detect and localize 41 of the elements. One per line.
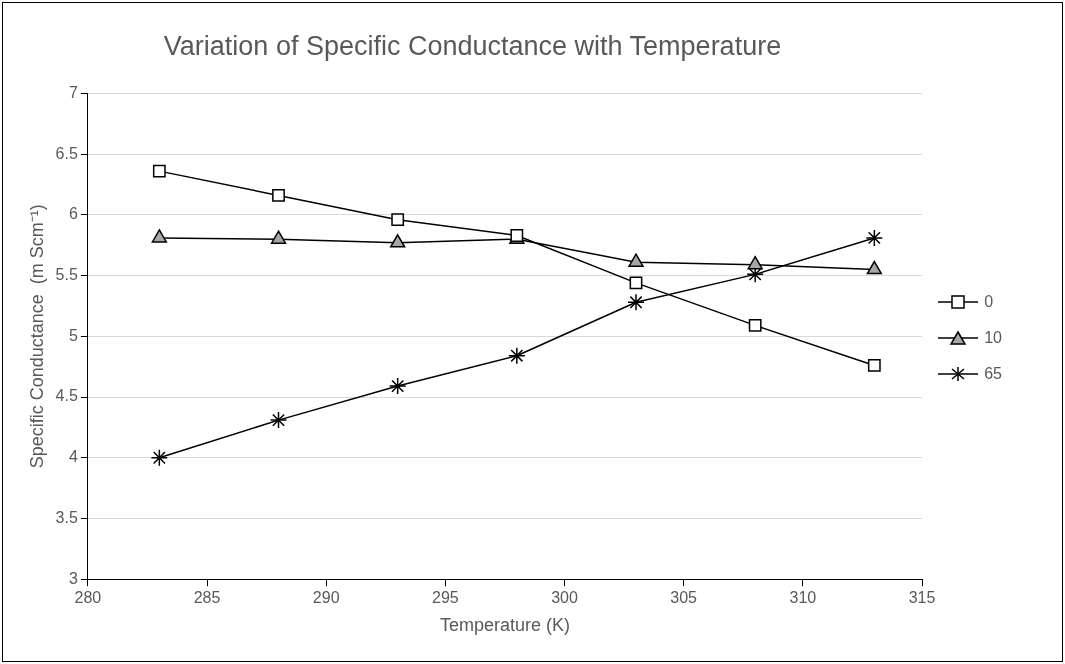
legend-label: 65 bbox=[984, 365, 1002, 383]
point bbox=[627, 293, 645, 312]
point bbox=[391, 213, 405, 227]
point bbox=[151, 229, 168, 243]
x-tick-label: 280 bbox=[74, 589, 102, 607]
y-tick-label: 5 bbox=[68, 326, 78, 344]
x-tick-label: 290 bbox=[312, 589, 340, 607]
point bbox=[865, 229, 884, 247]
point bbox=[269, 411, 288, 429]
point bbox=[747, 255, 763, 270]
point bbox=[270, 230, 287, 244]
legend-label: 10 bbox=[984, 329, 1002, 347]
legend-label: 0 bbox=[984, 293, 994, 311]
point bbox=[272, 189, 285, 202]
x-axis-title: Temperature (K) bbox=[439, 615, 570, 636]
y-tick-label: 3 bbox=[68, 569, 78, 587]
point bbox=[867, 359, 881, 372]
point bbox=[866, 260, 883, 275]
point bbox=[629, 276, 643, 290]
y-tick-label: 4.5 bbox=[55, 387, 78, 405]
y-tick-label: 4 bbox=[68, 448, 78, 466]
point bbox=[152, 164, 166, 178]
x-tick-label: 310 bbox=[789, 589, 817, 607]
x-tick-label: 300 bbox=[551, 589, 578, 607]
point bbox=[508, 346, 526, 365]
y-tick-label: 6 bbox=[68, 205, 78, 223]
x-tick-label: 305 bbox=[670, 589, 698, 607]
point bbox=[748, 318, 762, 332]
point bbox=[389, 234, 406, 248]
y-tick-label: 7 bbox=[68, 83, 78, 101]
y-tick-label: 6.5 bbox=[55, 144, 78, 162]
x-tick-label: 315 bbox=[908, 589, 936, 607]
point bbox=[628, 253, 644, 267]
y-tick-label: 5.5 bbox=[55, 265, 78, 283]
y-tick-label: 3.5 bbox=[55, 508, 78, 526]
x-tick-label: 285 bbox=[193, 589, 221, 607]
x-tick-label: 295 bbox=[431, 589, 459, 607]
chart-title: Variation of Specific Conductance with Temperature bbox=[163, 30, 782, 61]
y-axis-title: Specific Conductance (m Scm⁻¹) bbox=[26, 204, 47, 469]
point bbox=[388, 377, 407, 395]
point bbox=[150, 449, 169, 467]
